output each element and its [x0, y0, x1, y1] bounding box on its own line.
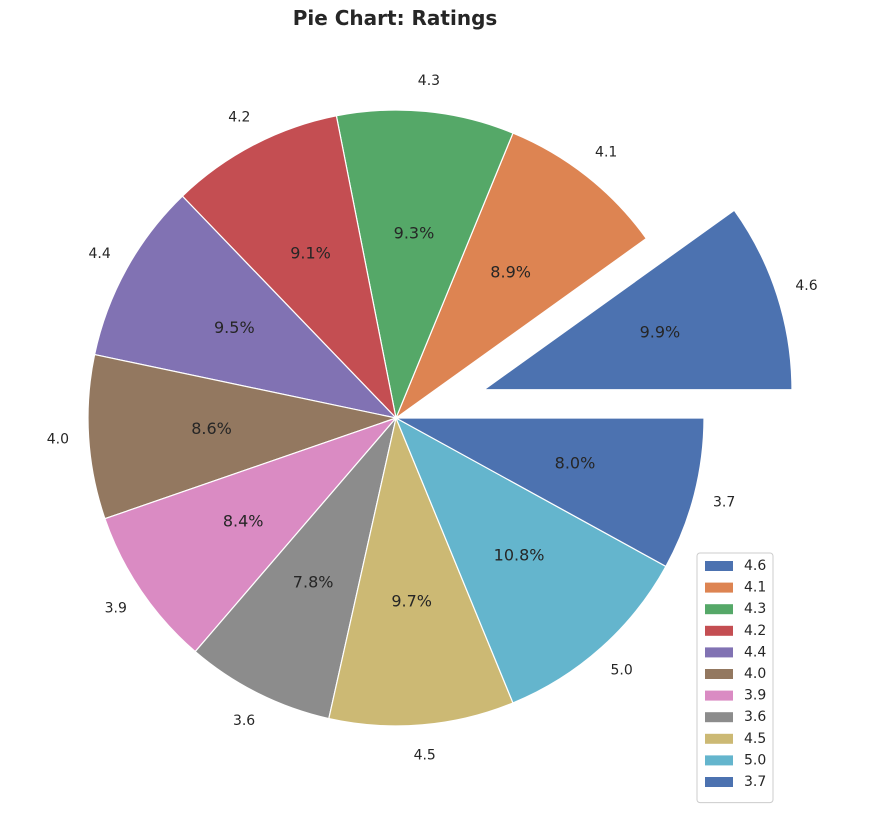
- pie-slice-4.5: [328, 416, 514, 727]
- legend-swatch: [705, 604, 733, 615]
- pie-slice-4.1: [394, 132, 648, 420]
- slice-label: 4.6: [795, 278, 817, 294]
- pie-slice-4.6: [482, 209, 793, 391]
- legend-swatch: [705, 690, 733, 701]
- pie-slices: [87, 109, 793, 727]
- legend-swatch: [705, 625, 733, 636]
- legend-label: 4.0: [744, 666, 766, 682]
- legend-label: 5.0: [744, 752, 766, 768]
- legend-swatch: [705, 561, 733, 571]
- legend-label: 4.5: [744, 731, 766, 747]
- percent-label: 8.4%: [223, 511, 264, 530]
- pie-slice-4.0: [87, 353, 399, 520]
- legend-swatch: [705, 582, 733, 593]
- percent-label: 9.9%: [640, 323, 681, 342]
- legend-label: 4.1: [744, 580, 766, 596]
- legend-label: 4.6: [744, 558, 766, 574]
- percent-label: 8.9%: [490, 263, 531, 282]
- legend-label: 4.3: [744, 601, 766, 617]
- legend: 4.6 4.1 4.3 4.2 4.4 4.0 3.9 3.6 4.5 5.0 3.7: [696, 552, 774, 804]
- pie-slice-5.0: [394, 416, 667, 704]
- legend-label: 3.7: [744, 774, 766, 790]
- legend-label: 3.9: [744, 688, 766, 704]
- pie-slice-3.7: [395, 417, 705, 568]
- legend-label: 3.6: [744, 709, 766, 725]
- slice-label: 4.5: [414, 748, 436, 764]
- percent-label: 8.6%: [191, 419, 232, 438]
- pie-slice-3.6: [194, 417, 397, 720]
- slice-label: 4.1: [595, 144, 617, 160]
- slice-label: 4.2: [228, 110, 250, 126]
- pie-slice-3.9: [104, 416, 398, 653]
- pie-slice-4.2: [181, 115, 397, 420]
- percent-label: 8.0%: [555, 453, 596, 472]
- chart-title: Pie Chart: Ratings: [293, 6, 498, 30]
- percent-label: 9.5%: [214, 318, 255, 337]
- slice-label: 4.4: [88, 246, 110, 262]
- percent-label: 9.3%: [394, 224, 435, 243]
- slice-label: 4.3: [418, 73, 440, 89]
- percent-label: 9.1%: [290, 244, 331, 263]
- legend-swatch: [705, 712, 733, 723]
- legend-swatch: [705, 647, 733, 658]
- percent-label: 10.8%: [494, 545, 545, 564]
- percent-label: 9.7%: [391, 592, 432, 611]
- percent-label: 7.8%: [293, 573, 334, 592]
- pie-slice-4.4: [93, 195, 398, 419]
- slice-label: 5.0: [611, 663, 633, 679]
- legend-swatch: [705, 777, 733, 787]
- slice-label: 3.6: [233, 713, 255, 729]
- legend-label: 4.2: [744, 623, 766, 639]
- legend-swatch: [705, 755, 733, 766]
- legend-swatch: [705, 733, 733, 744]
- slice-label: 3.9: [105, 600, 127, 616]
- pie-slice-4.3: [335, 109, 514, 421]
- legend-label: 4.4: [744, 644, 766, 660]
- legend-swatch: [705, 669, 733, 679]
- slice-label: 4.0: [47, 431, 69, 447]
- slice-label: 3.7: [713, 494, 735, 510]
- pie-labels: 9.9% 4.6 8.9% 4.1 9.3% 4.3 9.1% 4.2 9.5% 4.4 8.6% 4…: [47, 73, 818, 764]
